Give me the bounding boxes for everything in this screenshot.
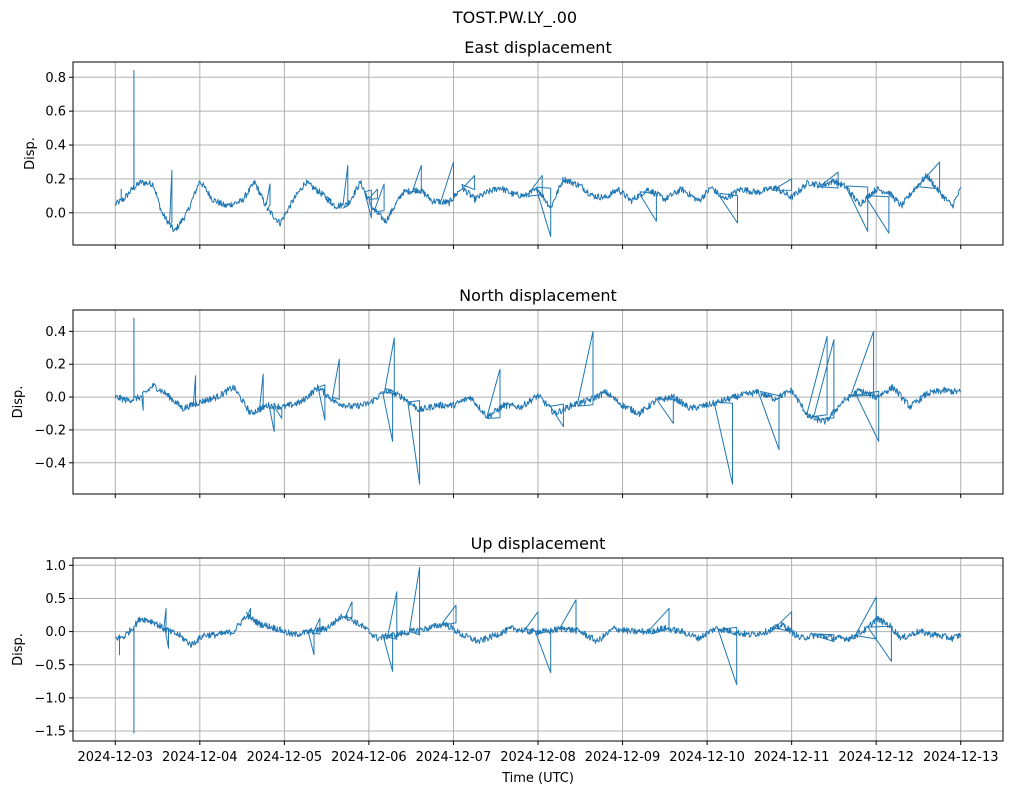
panel-0: 0.0 0.2 0.4 0.6 0.8 East displacement Disp. [23,38,1004,249]
y-tick-label: 0.5 [45,592,66,607]
y-axis-label: Disp. [11,386,26,419]
displacement-trace [114,70,962,237]
panel-title: Up displacement [471,534,606,553]
y-tick-label: −1.0 [34,691,66,706]
x-axis-label: Time (UTC) [501,771,574,786]
figure-title: TOST.PW.LY_.00 [452,8,577,28]
panel-title: North displacement [459,286,617,305]
y-tick-label: 0.0 [45,625,66,640]
panel-title: East displacement [464,38,611,57]
y-tick-label: −0.2 [34,423,66,438]
x-tick-label: 2024-12-03 [77,750,153,765]
y-tick-label: 0.4 [45,325,66,340]
x-tick-label: 2024-12-09 [585,750,661,765]
x-tick-label: 2024-12-13 [923,750,999,765]
y-tick-label: 0.4 [45,139,66,154]
panel-2: −1.5 −1.0 −0.5 0.0 0.5 1.0 2024-12-03 2024-12-0… [11,534,1004,765]
displacement-trace [114,317,962,485]
x-tick-label: 2024-12-05 [247,750,323,765]
y-tick-label: −0.5 [34,658,66,673]
panel-1: −0.4 −0.2 0.0 0.2 0.4 North displacement Disp. [11,286,1004,498]
y-tick-label: −1.5 [34,725,66,740]
x-tick-label: 2024-12-06 [331,750,407,765]
x-tick-label: 2024-12-10 [669,750,745,765]
x-tick-label: 2024-12-08 [500,750,576,765]
displacement-trace [115,566,962,734]
y-tick-label: −0.4 [34,456,66,471]
y-tick-label: 0.2 [45,172,66,187]
y-tick-label: 0.6 [45,105,66,120]
y-tick-label: 0.0 [45,206,66,221]
y-tick-label: 0.0 [45,391,66,406]
x-tick-label: 2024-12-04 [162,750,238,765]
y-tick-label: 0.2 [45,358,66,373]
y-tick-label: 0.8 [45,71,66,86]
x-tick-label: 2024-12-12 [838,750,914,765]
y-axis-label: Disp. [23,137,38,170]
x-tick-label: 2024-12-11 [754,750,830,765]
x-tick-label: 2024-12-07 [416,750,492,765]
y-tick-label: 1.0 [45,559,66,574]
y-axis-label: Disp. [11,633,26,666]
